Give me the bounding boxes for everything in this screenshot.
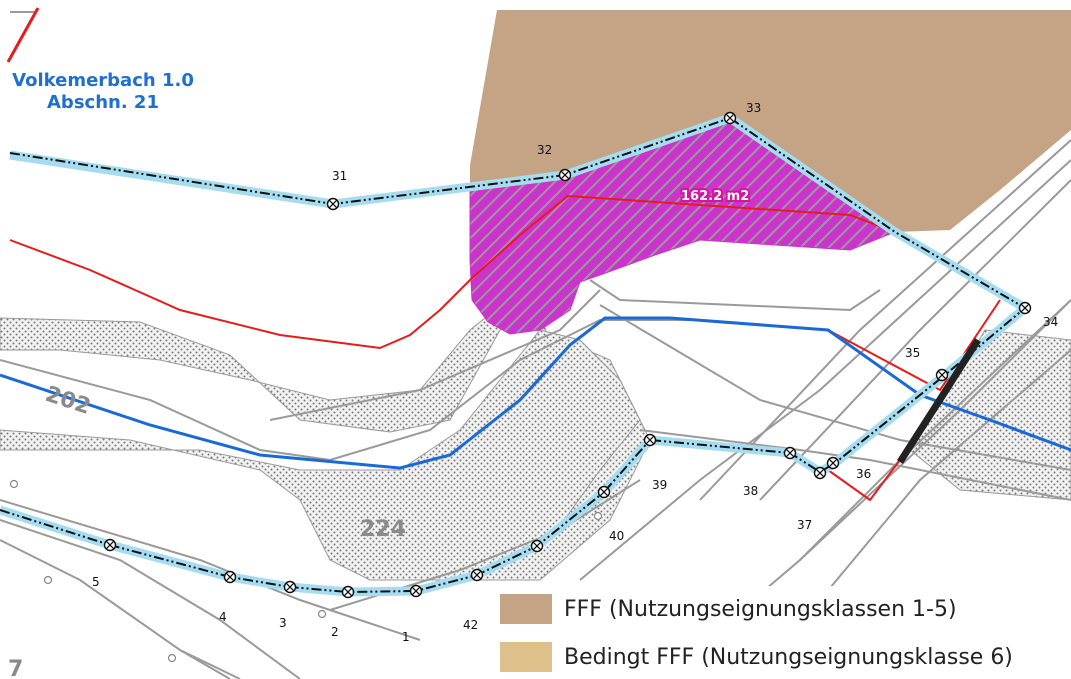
stream-name: Volkemerbach 1.0 xyxy=(12,70,194,91)
point-label-2: 2 xyxy=(331,625,339,639)
legend-item-bedingt-fff: Bedingt FFF (Nutzungseignungsklasse 6) xyxy=(500,642,1013,672)
legend-label-bedingt-fff: Bedingt FFF (Nutzungseignungsklasse 6) xyxy=(564,644,1013,670)
point-label-35: 35 xyxy=(905,346,920,360)
buffer-lower xyxy=(0,435,823,597)
parcel-label-202: 202 xyxy=(42,382,93,420)
point-label-33: 33 xyxy=(746,101,761,115)
fff-area xyxy=(470,10,1071,232)
parcel-label-7: 7 xyxy=(8,657,23,679)
point-label-40: 40 xyxy=(609,529,624,543)
point-label-34: 34 xyxy=(1043,315,1058,329)
black-structure-bar xyxy=(897,338,981,464)
point-label-31: 31 xyxy=(332,169,347,183)
road-lines xyxy=(0,11,1071,679)
point-label-3: 3 xyxy=(279,616,287,630)
parcel-label-224: 224 xyxy=(360,517,406,542)
point-label-42: 42 xyxy=(463,618,478,632)
legend-swatch-fff xyxy=(500,594,552,624)
stream-section: Abschn. 21 xyxy=(47,92,159,113)
red-boundary-line xyxy=(9,194,896,350)
boundary-upper xyxy=(9,116,1027,473)
point-label-1: 1 xyxy=(402,630,410,644)
red-parcel-line xyxy=(827,299,1001,502)
point-label-39: 39 xyxy=(652,478,667,492)
legend-item-fff: FFF (Nutzungseignungsklassen 1-5) xyxy=(500,594,957,624)
legend-label-fff: FFF (Nutzungseignungsklassen 1-5) xyxy=(564,596,957,622)
point-label-36: 36 xyxy=(856,467,871,481)
dotted-area-main xyxy=(0,329,641,581)
small-vertex-circles xyxy=(9,479,603,663)
stream-label: Volkemerbach 1.0 Abschn. 21 xyxy=(8,70,198,114)
point-labels: 31 32 33 34 35 36 37 38 39 40 42 1 2 3 4… xyxy=(92,101,1058,644)
point-label-5: 5 xyxy=(92,575,100,589)
red-corner-line xyxy=(6,7,40,63)
area-label: 162.2 m2 xyxy=(681,189,749,204)
point-label-32: 32 xyxy=(537,143,552,157)
point-label-38: 38 xyxy=(743,484,758,498)
point-label-4: 4 xyxy=(219,610,227,624)
point-label-37: 37 xyxy=(797,518,812,532)
legend-swatch-bedingt-fff xyxy=(500,642,552,672)
map-legend: FFF (Nutzungseignungsklassen 1-5) Beding… xyxy=(488,586,1071,679)
